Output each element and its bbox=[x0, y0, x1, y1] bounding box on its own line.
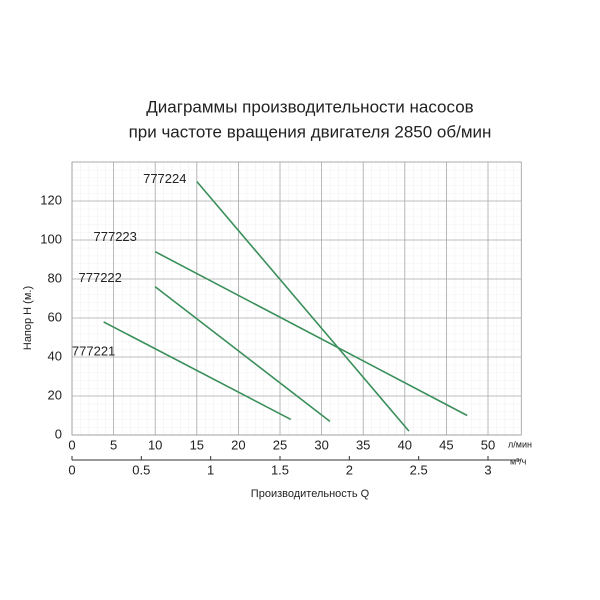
pump-curve bbox=[154, 250, 468, 417]
plot-frame bbox=[71, 161, 522, 436]
x-tick-label: 35 bbox=[356, 437, 370, 452]
x-tick-label: 25 bbox=[273, 437, 287, 452]
pump-curve bbox=[196, 180, 410, 432]
pump-curve bbox=[103, 321, 292, 421]
x2-tick-label: 1.5 bbox=[271, 462, 289, 477]
y-tick-label: 60 bbox=[48, 309, 62, 324]
x-tick-label: 10 bbox=[148, 437, 162, 452]
x-tick-label: 45 bbox=[439, 437, 453, 452]
y-tick-label: 100 bbox=[40, 231, 62, 246]
curve-label: 777223 bbox=[94, 229, 137, 244]
y-tick-label: 120 bbox=[40, 192, 62, 207]
y-tick-label: 40 bbox=[48, 348, 62, 363]
x2-tick-label: 2 bbox=[346, 462, 353, 477]
x-tick-label: 30 bbox=[314, 437, 328, 452]
x-tick-label: 0 bbox=[68, 437, 75, 452]
x-tick-label: 20 bbox=[231, 437, 245, 452]
x-tick-label: 15 bbox=[190, 437, 204, 452]
y-tick-label: 80 bbox=[48, 270, 62, 285]
curve-label: 777221 bbox=[72, 343, 115, 358]
x-axis-label: Производительность Q bbox=[251, 488, 370, 500]
y-axis-label: Напор H (м.) bbox=[22, 286, 34, 350]
y-tick-label: 20 bbox=[48, 387, 62, 402]
pump-curve bbox=[154, 286, 331, 422]
x2-unit: м³/ч bbox=[510, 456, 527, 466]
x2-tick-label: 0.5 bbox=[132, 462, 150, 477]
chart-title: Диаграммы производительности насосов bbox=[146, 97, 473, 116]
x2-tick-label: 3 bbox=[484, 462, 491, 477]
chart-subtitle: при частоте вращения двигателя 2850 об/м… bbox=[129, 122, 492, 141]
x2-tick-label: 2.5 bbox=[410, 462, 428, 477]
x2-tick-label: 1 bbox=[207, 462, 214, 477]
curve-label: 777222 bbox=[79, 270, 122, 285]
x-tick-label: 50 bbox=[481, 437, 495, 452]
x2-tick-label: 0 bbox=[68, 462, 75, 477]
y-tick-label: 0 bbox=[55, 426, 62, 441]
x-tick-label: 40 bbox=[398, 437, 412, 452]
x-tick-label: 5 bbox=[110, 437, 117, 452]
curve-label: 777224 bbox=[143, 171, 186, 186]
x-unit: л/мин bbox=[508, 439, 532, 449]
